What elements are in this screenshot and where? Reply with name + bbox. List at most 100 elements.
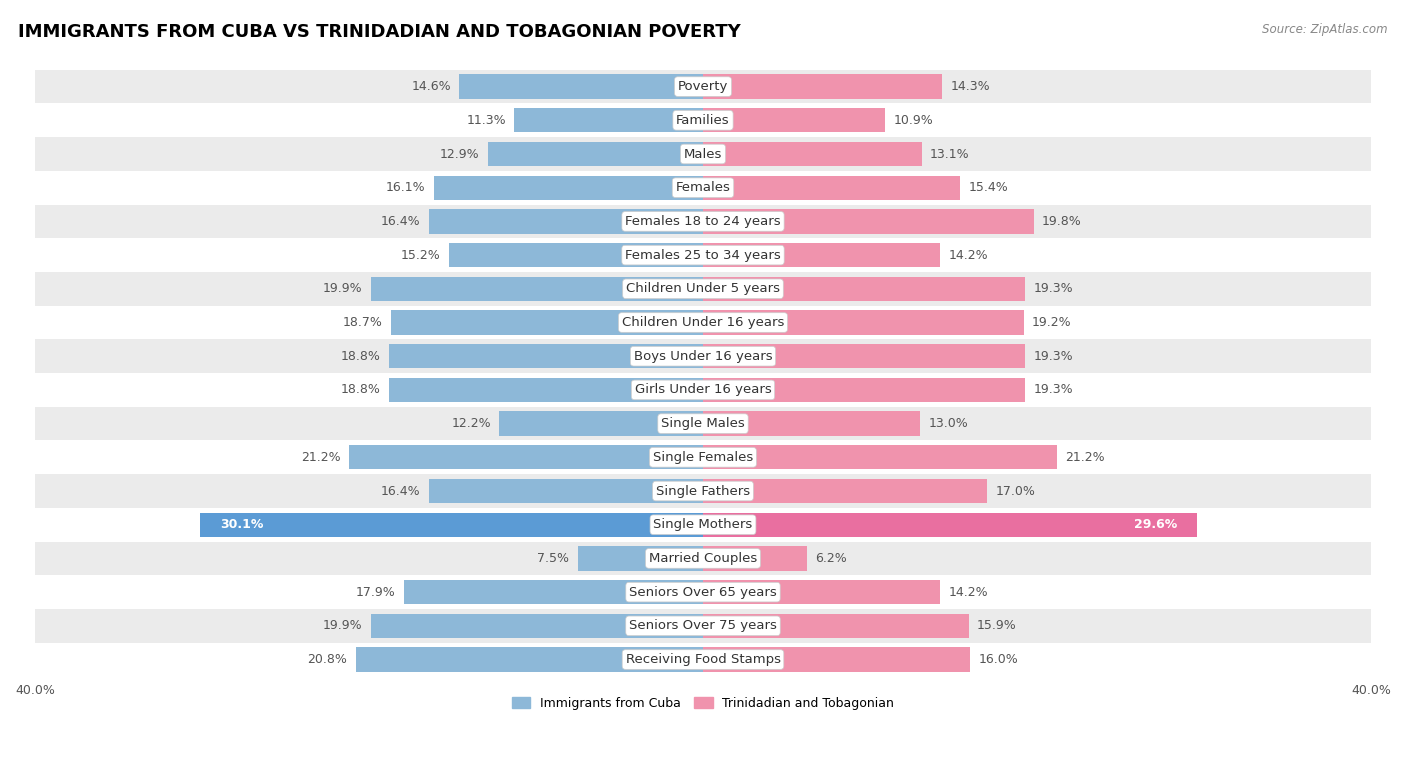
Bar xyxy=(703,277,1025,301)
Text: 30.1%: 30.1% xyxy=(221,518,264,531)
Text: 18.8%: 18.8% xyxy=(340,384,381,396)
Text: 21.2%: 21.2% xyxy=(1066,451,1105,464)
Bar xyxy=(35,272,1371,305)
Text: 29.6%: 29.6% xyxy=(1135,518,1177,531)
Text: 17.0%: 17.0% xyxy=(995,484,1035,497)
Text: Single Fathers: Single Fathers xyxy=(657,484,749,497)
Bar xyxy=(35,205,1371,238)
Bar xyxy=(578,547,703,571)
Bar xyxy=(703,176,960,200)
Bar xyxy=(703,74,942,99)
Bar xyxy=(703,142,922,166)
Bar xyxy=(35,609,1371,643)
Text: 14.6%: 14.6% xyxy=(411,80,451,93)
Bar xyxy=(703,445,1057,469)
Bar xyxy=(371,277,703,301)
Bar xyxy=(703,243,941,268)
Text: 19.3%: 19.3% xyxy=(1033,384,1073,396)
Bar xyxy=(35,407,1371,440)
Text: 19.2%: 19.2% xyxy=(1032,316,1071,329)
Bar xyxy=(35,171,1371,205)
Bar xyxy=(35,575,1371,609)
Bar xyxy=(35,103,1371,137)
Bar xyxy=(391,310,703,334)
Text: 6.2%: 6.2% xyxy=(815,552,846,565)
Bar xyxy=(35,340,1371,373)
Text: Girls Under 16 years: Girls Under 16 years xyxy=(634,384,772,396)
Text: Families: Families xyxy=(676,114,730,127)
Text: 19.9%: 19.9% xyxy=(322,619,363,632)
Text: Poverty: Poverty xyxy=(678,80,728,93)
Text: 16.0%: 16.0% xyxy=(979,653,1018,666)
Bar xyxy=(349,445,703,469)
Text: Single Mothers: Single Mothers xyxy=(654,518,752,531)
Text: Children Under 16 years: Children Under 16 years xyxy=(621,316,785,329)
Bar xyxy=(429,479,703,503)
Text: 14.3%: 14.3% xyxy=(950,80,990,93)
Legend: Immigrants from Cuba, Trinidadian and Tobagonian: Immigrants from Cuba, Trinidadian and To… xyxy=(506,691,900,715)
Bar xyxy=(488,142,703,166)
Text: 16.4%: 16.4% xyxy=(381,215,420,228)
Bar xyxy=(35,440,1371,475)
Bar xyxy=(35,508,1371,541)
Bar xyxy=(703,647,970,672)
Bar xyxy=(389,377,703,402)
Bar xyxy=(703,377,1025,402)
Bar xyxy=(460,74,703,99)
Bar xyxy=(499,412,703,436)
Bar xyxy=(515,108,703,133)
Text: Boys Under 16 years: Boys Under 16 years xyxy=(634,349,772,363)
Bar xyxy=(703,344,1025,368)
Bar xyxy=(35,541,1371,575)
Text: Married Couples: Married Couples xyxy=(650,552,756,565)
Text: 19.9%: 19.9% xyxy=(322,282,363,296)
Bar xyxy=(35,70,1371,103)
Text: 11.3%: 11.3% xyxy=(467,114,506,127)
Text: 21.2%: 21.2% xyxy=(301,451,340,464)
Text: Males: Males xyxy=(683,148,723,161)
Bar xyxy=(35,238,1371,272)
Text: 15.4%: 15.4% xyxy=(969,181,1008,194)
Bar xyxy=(404,580,703,604)
Bar xyxy=(703,209,1033,233)
Text: Source: ZipAtlas.com: Source: ZipAtlas.com xyxy=(1263,23,1388,36)
Bar xyxy=(703,412,920,436)
Text: Children Under 5 years: Children Under 5 years xyxy=(626,282,780,296)
Text: Receiving Food Stamps: Receiving Food Stamps xyxy=(626,653,780,666)
Text: Seniors Over 65 years: Seniors Over 65 years xyxy=(628,586,778,599)
Bar xyxy=(35,137,1371,171)
Bar xyxy=(703,547,807,571)
Text: Seniors Over 75 years: Seniors Over 75 years xyxy=(628,619,778,632)
Bar xyxy=(356,647,703,672)
Bar xyxy=(703,479,987,503)
Text: 19.3%: 19.3% xyxy=(1033,282,1073,296)
Bar xyxy=(389,344,703,368)
Text: 7.5%: 7.5% xyxy=(537,552,569,565)
Text: 14.2%: 14.2% xyxy=(949,249,988,262)
Text: Females: Females xyxy=(675,181,731,194)
Bar xyxy=(35,305,1371,340)
Text: IMMIGRANTS FROM CUBA VS TRINIDADIAN AND TOBAGONIAN POVERTY: IMMIGRANTS FROM CUBA VS TRINIDADIAN AND … xyxy=(18,23,741,41)
Text: Females 25 to 34 years: Females 25 to 34 years xyxy=(626,249,780,262)
Text: 12.2%: 12.2% xyxy=(451,417,491,430)
Text: 16.4%: 16.4% xyxy=(381,484,420,497)
Text: Single Males: Single Males xyxy=(661,417,745,430)
Bar xyxy=(703,580,941,604)
Bar xyxy=(449,243,703,268)
Text: 13.0%: 13.0% xyxy=(928,417,969,430)
Text: 12.9%: 12.9% xyxy=(440,148,479,161)
Text: Single Females: Single Females xyxy=(652,451,754,464)
Bar xyxy=(703,614,969,638)
Bar xyxy=(35,373,1371,407)
Text: 14.2%: 14.2% xyxy=(949,586,988,599)
Bar xyxy=(429,209,703,233)
Bar xyxy=(703,512,1198,537)
Bar xyxy=(35,643,1371,676)
Text: 17.9%: 17.9% xyxy=(356,586,395,599)
Text: 13.1%: 13.1% xyxy=(931,148,970,161)
Text: Females 18 to 24 years: Females 18 to 24 years xyxy=(626,215,780,228)
Text: 19.8%: 19.8% xyxy=(1042,215,1081,228)
Bar xyxy=(35,475,1371,508)
Text: 16.1%: 16.1% xyxy=(387,181,426,194)
Bar xyxy=(434,176,703,200)
